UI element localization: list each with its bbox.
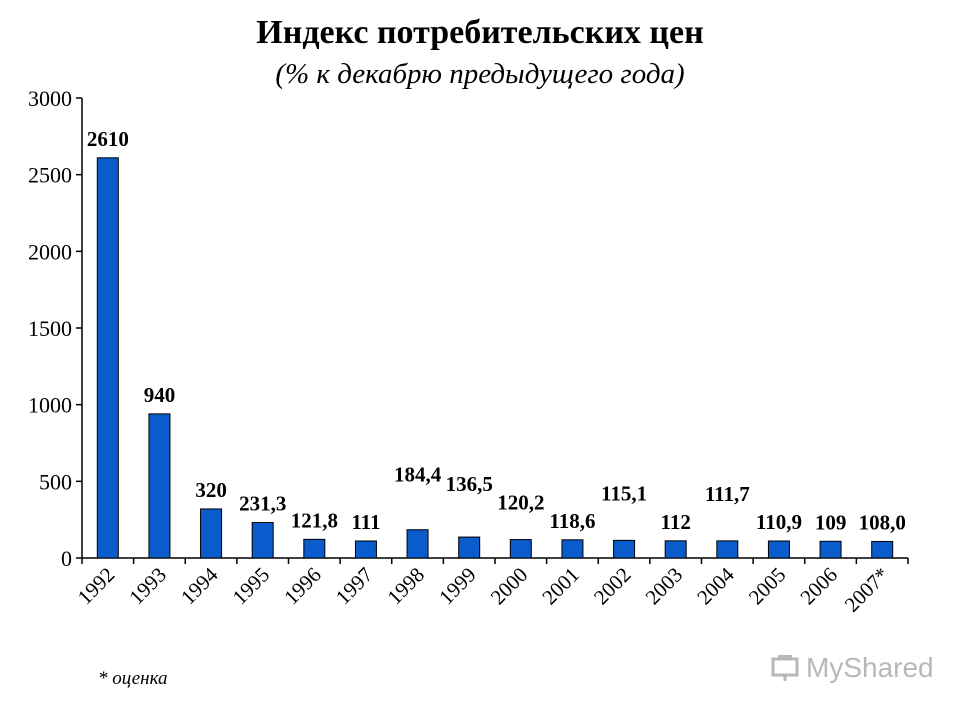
y-axis-ticks: 0 500 1000 1500 2000 2500 3000 xyxy=(28,86,82,571)
bar-data-label: 109 xyxy=(815,510,847,534)
bar-data-label: 118,6 xyxy=(549,509,595,533)
x-tick-label: 2003 xyxy=(641,563,688,610)
bar-data-label: 110,9 xyxy=(756,510,802,534)
bar xyxy=(458,536,481,559)
bar xyxy=(251,522,274,559)
x-tick-label: 2006 xyxy=(795,563,842,610)
bar-data-label: 940 xyxy=(144,383,176,407)
bar-data-label: 108,0 xyxy=(859,510,906,534)
x-tick-label: 2007* xyxy=(840,563,894,617)
bar xyxy=(664,540,687,559)
x-tick-label: 2005 xyxy=(744,563,791,610)
y-tick-label: 500 xyxy=(39,469,72,494)
bar xyxy=(96,157,119,559)
bar xyxy=(354,540,377,559)
bar xyxy=(871,540,894,559)
x-tick-label: 1999 xyxy=(434,563,481,610)
bar-data-label: 120,2 xyxy=(497,491,544,515)
x-tick-label: 1998 xyxy=(382,563,429,610)
x-tick-label: 2002 xyxy=(589,563,636,610)
y-tick-label: 1000 xyxy=(28,393,72,418)
x-tick-label: 1997 xyxy=(331,563,378,610)
bar xyxy=(819,540,842,559)
y-tick-label: 0 xyxy=(61,546,72,571)
x-tick-label: 1996 xyxy=(279,563,326,610)
bar-data-label: 184,4 xyxy=(394,463,442,487)
bar-data-label: 121,8 xyxy=(291,508,338,532)
presentation-icon xyxy=(771,655,799,681)
bar-data-label: 112 xyxy=(661,510,691,534)
x-tick-label: 2001 xyxy=(537,563,584,610)
bar-data-label: 136,5 xyxy=(446,472,493,496)
chart-title: Индекс потребительских цен xyxy=(256,14,704,51)
x-tick-label: 1992 xyxy=(73,563,120,610)
bar xyxy=(303,538,326,559)
bar-data-label: 115,1 xyxy=(601,481,647,505)
x-tick-label: 2004 xyxy=(692,562,739,609)
bar xyxy=(509,539,532,559)
bar-data-label: 320 xyxy=(195,478,227,502)
x-tick-label: 1995 xyxy=(228,563,275,610)
y-tick-label: 3000 xyxy=(28,86,72,111)
bar xyxy=(406,529,429,559)
x-tick-label: 1994 xyxy=(176,562,223,609)
bar xyxy=(200,508,223,559)
bar-data-label: 111,7 xyxy=(705,482,750,506)
y-tick-label: 1500 xyxy=(28,316,72,341)
x-tick-label: 1993 xyxy=(124,563,171,610)
bar-data-label: 2610 xyxy=(87,127,129,151)
bar xyxy=(716,540,739,559)
footnote: * оценка xyxy=(98,668,168,689)
chart-bars xyxy=(96,157,894,559)
bar-data-label: 111 xyxy=(351,510,380,534)
bar xyxy=(767,540,790,559)
bar xyxy=(613,539,636,559)
x-tick-label: 2000 xyxy=(486,563,533,610)
bar xyxy=(561,539,584,559)
bar-data-label: 231,3 xyxy=(239,492,286,516)
x-axis-ticks: 1992 1993 1994 1995 1996 1997 1998 1999 2000 2001… xyxy=(73,562,894,616)
watermark-text: MyShared xyxy=(806,652,934,683)
y-tick-label: 2000 xyxy=(28,239,72,264)
y-tick-label: 2500 xyxy=(28,163,72,188)
bar xyxy=(148,413,171,559)
chart-subtitle: (% к декабрю предыдущего года) xyxy=(275,58,685,90)
watermark-logo: MyShared xyxy=(770,652,934,684)
